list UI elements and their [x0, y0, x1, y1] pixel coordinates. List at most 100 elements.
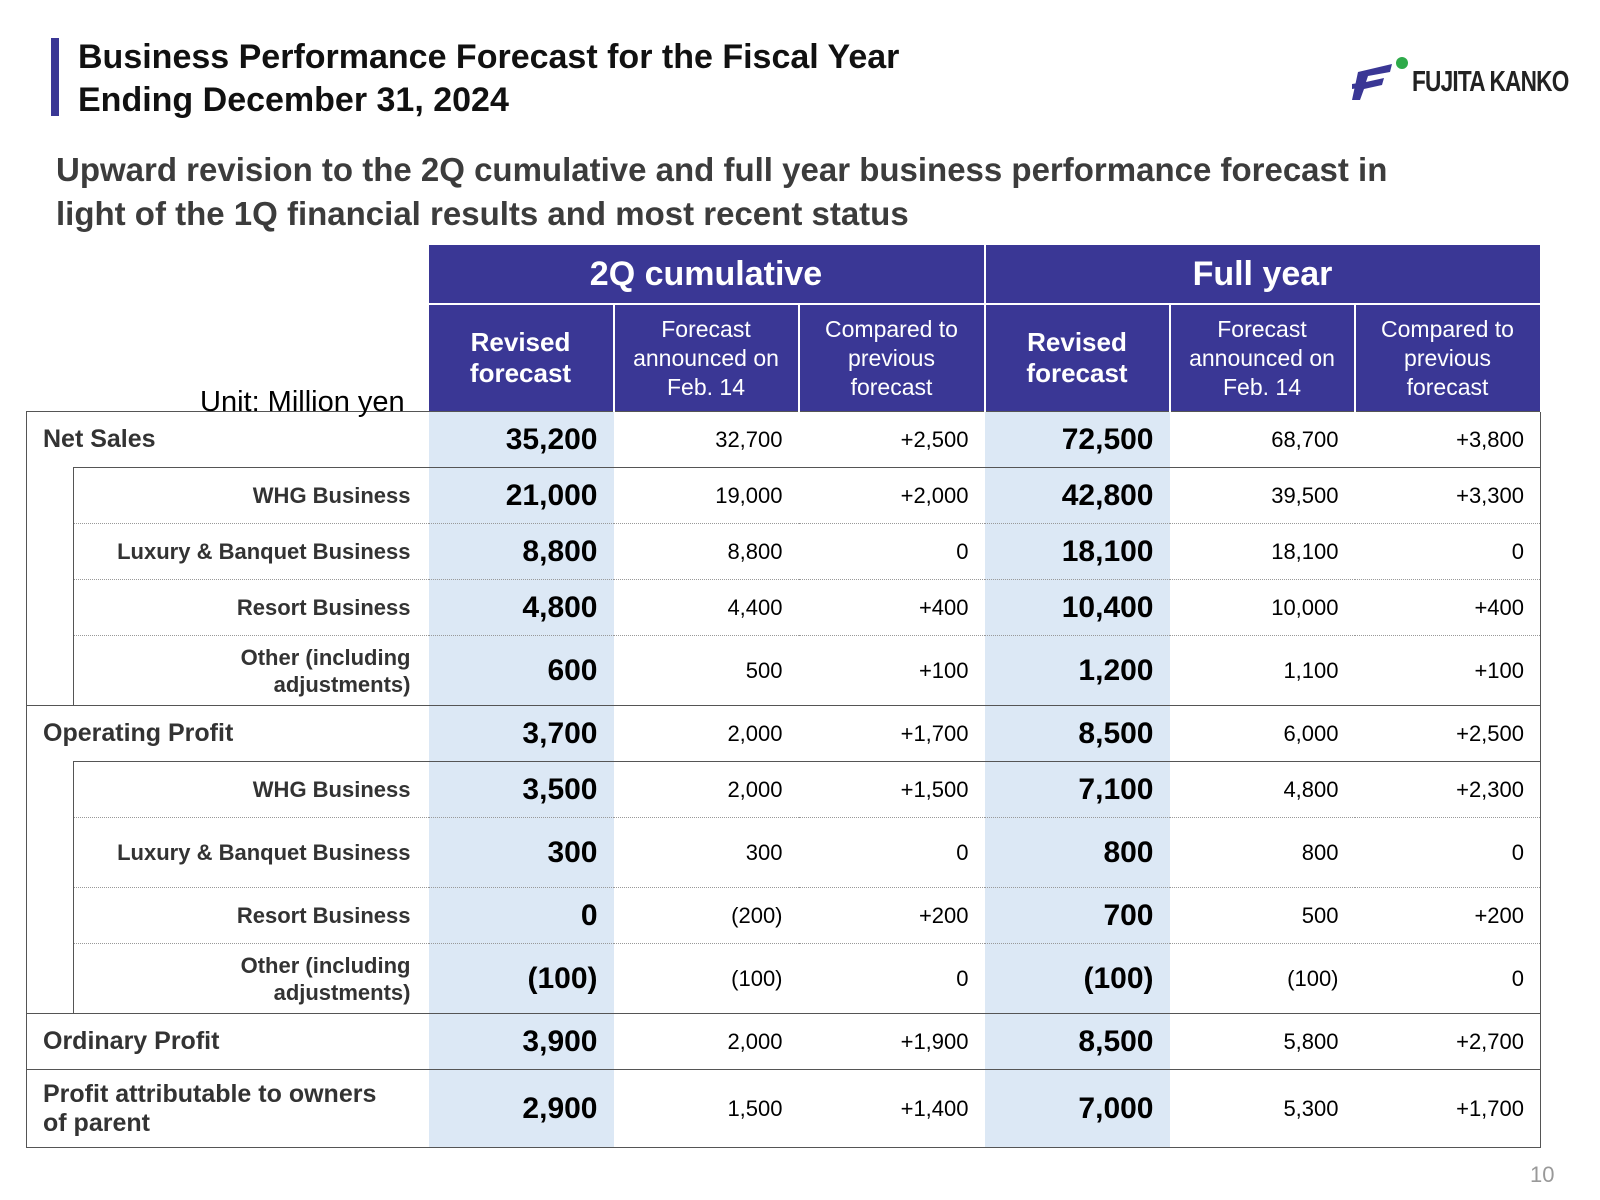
row-label: Other (including adjustments) — [73, 943, 429, 1014]
row-label: Operating Profit — [26, 705, 429, 762]
revised-value-cell: (100) — [428, 943, 614, 1014]
revised-value-cell: 0 — [428, 887, 614, 944]
value-cell: +2,500 — [1354, 705, 1541, 762]
subtitle-line1: Upward revision to the 2Q cumulative and… — [56, 151, 1388, 188]
row-label: Other (including adjustments) — [73, 635, 429, 706]
table-row: Profit attributable to owners of parent 2,… — [26, 1069, 1541, 1148]
subtitle: Upward revision to the 2Q cumulative and… — [56, 148, 1556, 236]
subtitle-line2: light of the 1Q financial results and mo… — [56, 195, 909, 232]
revised-value-cell: 8,500 — [984, 705, 1170, 762]
table-row: Resort Business 0 (200) +200 700 500 +200 — [27, 887, 1541, 944]
value-cell: +2,300 — [1354, 761, 1541, 818]
value-cell: +200 — [798, 887, 985, 944]
row-label: WHG Business — [73, 761, 429, 818]
col-header-2q-revised: Revised forecast — [428, 303, 615, 412]
row-label: Luxury & Banquet Business — [73, 817, 429, 888]
title-accent-bar — [51, 38, 59, 116]
value-cell: +2,500 — [798, 411, 985, 468]
value-cell: 2,000 — [613, 1013, 799, 1070]
value-cell: +100 — [1354, 635, 1541, 706]
value-cell: 800 — [1169, 817, 1355, 888]
value-cell: 1,500 — [613, 1069, 799, 1148]
value-cell: +1,700 — [1354, 1069, 1541, 1148]
value-cell: +200 — [1354, 887, 1541, 944]
revised-value-cell: 3,900 — [428, 1013, 614, 1070]
table-row: Other (including adjustments) (100) (100) 0(… — [27, 943, 1541, 1014]
value-cell: (100) — [1169, 943, 1355, 1014]
row-indent — [26, 467, 74, 706]
value-cell: 0 — [1354, 817, 1541, 888]
revised-value-cell: 600 — [428, 635, 614, 706]
table-body: Net Sales 35,200 32,700 +2,500 72,500 68,700 +… — [26, 411, 1541, 1148]
page-title: Business Performance Forecast for the Fi… — [78, 36, 1078, 122]
row-indent — [26, 761, 74, 1014]
value-cell: +3,800 — [1354, 411, 1541, 468]
value-cell: 4,800 — [1169, 761, 1355, 818]
value-cell: 0 — [798, 943, 985, 1014]
revised-value-cell: 800 — [984, 817, 1170, 888]
fujita-kanko-logo-icon — [1352, 57, 1408, 100]
forecast-table: 2Q cumulative Full year Revised forecast… — [26, 245, 1542, 1148]
revised-value-cell: 10,400 — [984, 579, 1170, 636]
value-cell: 2,000 — [613, 761, 799, 818]
value-cell: 5,800 — [1169, 1013, 1355, 1070]
revised-value-cell: 72,500 — [984, 411, 1170, 468]
value-cell: 8,800 — [613, 523, 799, 580]
row-label: Ordinary Profit — [26, 1013, 429, 1070]
table-row: Luxury & Banquet Business 300 300 0 800 800 0 — [27, 817, 1541, 888]
value-cell: 39,500 — [1169, 467, 1355, 524]
table-row: WHG Business 3,500 2,000 +1,500 7,100 4,800 +2… — [26, 761, 1541, 1014]
col-header-2q-compared: Compared to previous forecast — [798, 303, 986, 412]
col-header-fy-compared: Compared to previous forecast — [1354, 303, 1542, 412]
revised-value-cell: 4,800 — [428, 579, 614, 636]
revised-value-cell: 8,500 — [984, 1013, 1170, 1070]
table-row: Other (including adjustments) 600 500 +100 1,… — [27, 635, 1541, 706]
value-cell: 0 — [798, 523, 985, 580]
page-number: 10 — [1530, 1162, 1555, 1187]
revised-value-cell: 1,200 — [984, 635, 1170, 706]
table-row: Luxury & Banquet Business 8,800 8,800 0 18,1… — [27, 523, 1541, 580]
revised-value-cell: 3,500 — [428, 761, 614, 818]
table-row: Net Sales 35,200 32,700 +2,500 72,500 68,700 +… — [26, 411, 1541, 468]
row-label: WHG Business — [73, 467, 429, 524]
row-label: Resort Business — [73, 887, 429, 944]
revised-value-cell: 18,100 — [984, 523, 1170, 580]
value-cell: 0 — [798, 817, 985, 888]
value-cell: +1,700 — [798, 705, 985, 762]
revised-value-cell: 35,200 — [428, 411, 614, 468]
revised-value-cell: 8,800 — [428, 523, 614, 580]
value-cell: 0 — [1354, 523, 1541, 580]
value-cell: +1,500 — [798, 761, 985, 818]
value-cell: +1,400 — [798, 1069, 985, 1148]
row-label: Net Sales — [26, 411, 429, 468]
page-title-line2: Ending December 31, 2024 — [78, 81, 509, 119]
col-header-fy-feb14: Forecast announced on Feb. 14 — [1169, 303, 1356, 412]
revised-value-cell: 7,000 — [984, 1069, 1170, 1148]
value-cell: +1,900 — [798, 1013, 985, 1070]
table-row: Resort Business 4,800 4,400 +400 10,400 10,00… — [27, 579, 1541, 636]
group-header-full-year: Full year — [984, 245, 1542, 304]
revised-value-cell: 2,900 — [428, 1069, 614, 1148]
value-cell: 300 — [613, 817, 799, 888]
value-cell: 68,700 — [1169, 411, 1355, 468]
revised-value-cell: 21,000 — [428, 467, 614, 524]
col-header-fy-revised: Revised forecast — [984, 303, 1171, 412]
revised-value-cell: (100) — [984, 943, 1170, 1014]
value-cell: +2,000 — [798, 467, 985, 524]
table-row: WHG Business 21,000 19,000 +2,000 42,800 39,5… — [26, 467, 1541, 706]
value-cell: 6,000 — [1169, 705, 1355, 762]
unit-label: Unit: Million yen — [200, 386, 405, 418]
value-cell: 10,000 — [1169, 579, 1355, 636]
revised-value-cell: 300 — [428, 817, 614, 888]
logo-text: FUJITA KANKO — [1412, 66, 1569, 98]
revised-value-cell: 42,800 — [984, 467, 1170, 524]
group-header-2q: 2Q cumulative — [428, 245, 986, 304]
row-label: Profit attributable to owners of parent — [26, 1069, 429, 1148]
value-cell: +3,300 — [1354, 467, 1541, 524]
value-cell: 500 — [613, 635, 799, 706]
value-cell: 2,000 — [613, 705, 799, 762]
value-cell: +100 — [798, 635, 985, 706]
revised-value-cell: 700 — [984, 887, 1170, 944]
value-cell: 1,100 — [1169, 635, 1355, 706]
value-cell: 19,000 — [613, 467, 799, 524]
